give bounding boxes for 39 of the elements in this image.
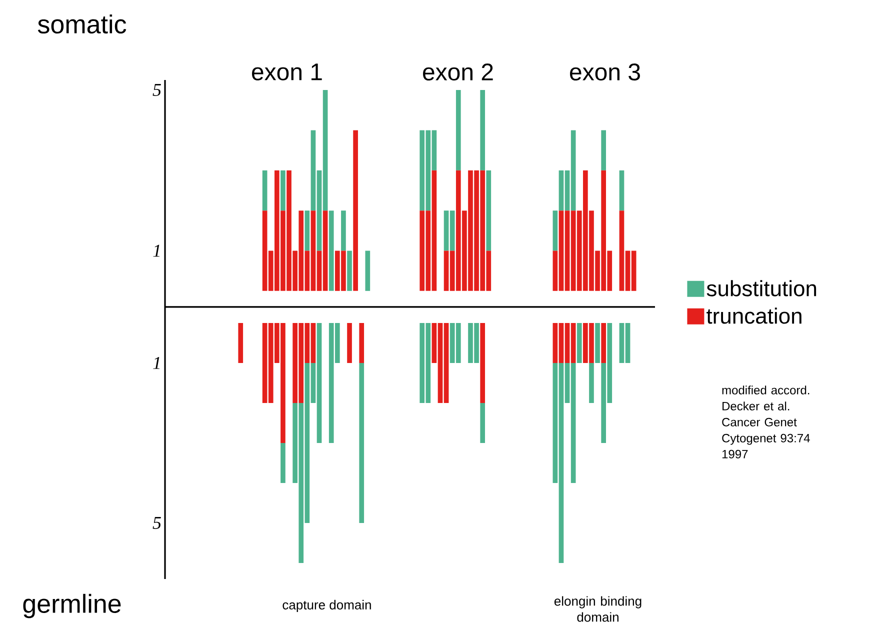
chart-title: somatic	[38, 14, 126, 34]
bar	[589, 362, 594, 403]
text: germline	[23, 594, 121, 618]
text: elongin binding domain	[554, 596, 642, 622]
bar	[576, 322, 582, 363]
bar	[619, 170, 624, 211]
bar	[304, 210, 310, 251]
bar	[595, 322, 600, 363]
legend-label: truncation	[706, 308, 802, 324]
bar	[341, 210, 346, 251]
y-tick-label: 1	[153, 357, 160, 369]
bar	[552, 210, 558, 251]
bar	[347, 322, 352, 363]
bar	[347, 250, 352, 291]
bar	[353, 130, 358, 291]
bar	[601, 130, 606, 170]
annotation: exon 3	[570, 64, 640, 80]
bar	[480, 90, 486, 170]
bar	[456, 90, 461, 170]
bar	[365, 250, 370, 291]
y-tick-label: 5	[152, 517, 161, 529]
bar	[328, 210, 334, 291]
text: capture domain	[282, 600, 371, 612]
bar	[486, 170, 492, 251]
bar	[480, 402, 486, 443]
bar	[238, 322, 244, 363]
bar	[480, 322, 486, 403]
bar	[359, 322, 364, 363]
legend-label: substitution	[706, 280, 816, 296]
bar	[262, 170, 268, 211]
bar	[280, 442, 286, 483]
annotation: exon 2	[423, 64, 493, 80]
annotation: exon 1	[252, 64, 322, 80]
text: modified accord. Decker et al. Cancer Genet Cytogenet 93:74 1997	[722, 386, 810, 458]
y-tick-label: 1	[153, 244, 160, 257]
y-tick-label: 5	[152, 84, 161, 96]
bar	[359, 362, 364, 523]
bar	[601, 322, 606, 363]
bar	[280, 170, 286, 211]
